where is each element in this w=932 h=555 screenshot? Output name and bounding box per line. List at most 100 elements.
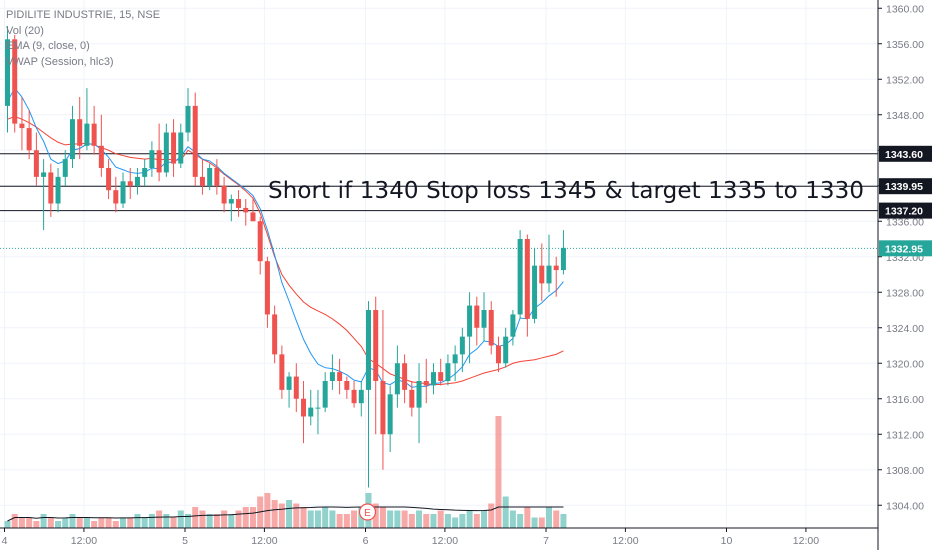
candle [438,358,444,386]
time-tick-label: 10 [721,535,733,547]
candle [199,159,205,195]
legend-volume: Vol (20) [6,24,44,37]
candle-body [539,265,545,284]
candle [503,327,509,368]
candle [19,97,25,151]
candle [221,176,227,213]
candle [430,363,436,395]
candle [286,372,292,408]
volume-bar [127,517,134,528]
candle [481,292,487,342]
candle-body [5,39,10,106]
level-price-label: 1343.60 [879,145,932,162]
candle-body [113,190,119,204]
volume-bar [141,517,148,528]
candle-body [236,199,242,208]
time-tick-label: 12:00 [612,535,638,547]
volume-bar [466,510,473,528]
candle-body [301,398,307,417]
volume-bar [531,517,538,528]
price-tick-label: 1316.00 [886,394,924,406]
candle-body [467,305,473,337]
volume-bar [206,514,213,528]
candle-body [264,261,270,315]
volume-bar [329,510,336,528]
candle-body [394,363,400,395]
candle [532,247,538,324]
candle [315,389,321,435]
candle [517,230,523,319]
volume-bar [372,503,379,528]
volume-bar [55,521,62,528]
candle [394,345,400,408]
candle-body [91,123,97,146]
candle-body [510,314,516,337]
volume-bar [343,514,350,528]
candle-body [560,247,566,271]
volume-ma-line [7,506,564,522]
candle [236,190,242,217]
candle-body [351,389,357,404]
candle [26,110,32,160]
candle-body [156,150,162,173]
candle [33,132,39,186]
volume-bar [120,517,127,528]
grid-lines [0,0,878,528]
volume-bar [18,517,25,528]
candle [301,381,307,444]
candle [358,381,364,417]
volume-bar [379,507,386,528]
candle [452,345,458,381]
earnings-marker: E [358,503,377,521]
volume-bar [278,503,285,528]
candle-body [503,336,509,364]
price-tick-label: 1352.00 [886,74,924,86]
candle-body [445,363,451,381]
time-tick-label: 5 [182,535,188,547]
candle-body [524,239,530,319]
price-tick-label: 1356.00 [886,39,924,51]
candle [344,376,350,399]
candle [539,243,545,302]
candle [409,381,415,417]
price-tick-label: 1312.00 [886,429,924,441]
candle [488,301,494,355]
candle-body [315,407,321,409]
candle [120,172,126,208]
price-tick-label: 1320.00 [886,358,924,370]
candle [91,105,97,155]
price-axis: 1364.001360.001356.001352.001348.001344.… [877,0,932,550]
candle [445,354,451,386]
candle-body [19,123,25,129]
candle-body [380,381,386,435]
volume-bar [83,517,90,528]
legend-vwap: VWAP (Session, hlc3) [6,55,114,68]
trade-annotation[interactable]: Short if 1340 Stop loss 1345 & target 13… [268,178,865,204]
volume-bar [228,514,235,528]
volume-bar [249,507,256,528]
candle-body [214,168,220,186]
horizontal-levels [0,153,878,212]
candle-body [228,199,234,204]
volume-bar [163,514,170,528]
candle-body [207,168,213,186]
candle-body [221,185,227,204]
candle-body [423,381,429,386]
candle-body [120,181,126,204]
volume-bar [473,514,480,528]
candle [279,345,285,399]
price-tick-label: 1324.00 [886,323,924,335]
volume-bar [495,416,502,528]
volume-bar [293,503,300,528]
candles [5,26,566,488]
last-price-label-bg [879,240,932,257]
candle [474,296,480,346]
volume-bar [33,521,40,528]
candle-body [517,239,523,315]
candle-body [308,407,314,417]
candle-body [409,389,415,408]
candle [546,234,552,293]
volume-bar [156,510,163,528]
